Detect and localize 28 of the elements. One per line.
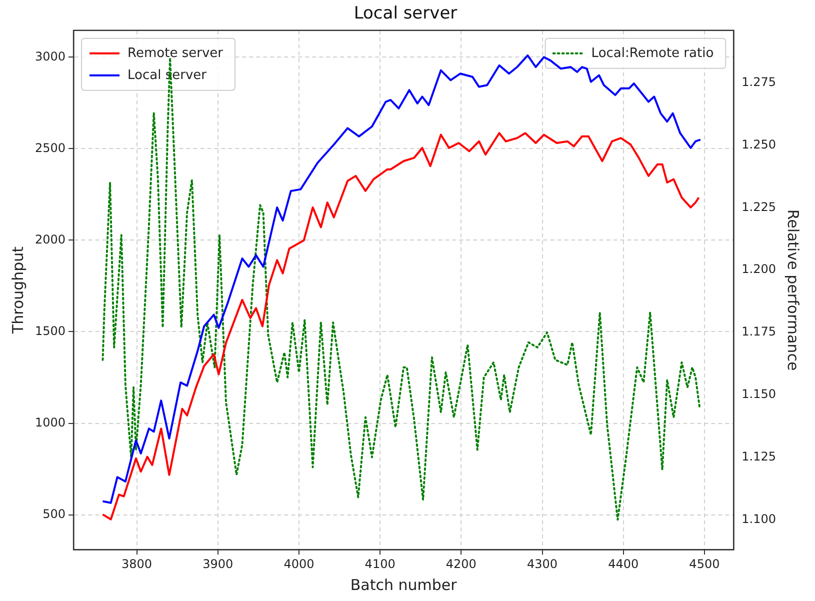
y2-axis-title: Relative performance bbox=[784, 209, 802, 371]
y2-tick-label: 1.225 bbox=[742, 200, 776, 214]
y-tick-label: 1000 bbox=[34, 415, 66, 430]
legend-label: Remote server bbox=[128, 46, 224, 61]
y2-tick-label: 1.250 bbox=[742, 137, 776, 152]
y2-tick-label: 1.100 bbox=[742, 512, 776, 526]
y-tick-label: 2000 bbox=[34, 232, 66, 246]
x-tick-label: 3800 bbox=[122, 556, 152, 571]
x-tick-label: 3900 bbox=[202, 556, 234, 571]
y2-tick-label: 1.150 bbox=[742, 386, 776, 401]
y2-tick-label: 1.125 bbox=[742, 449, 776, 464]
y2-tick-label: 1.275 bbox=[742, 74, 776, 89]
x-axis-title: Batch number bbox=[350, 576, 458, 594]
y-tick-label: 500 bbox=[42, 506, 66, 521]
x-tick-label: 4000 bbox=[284, 556, 314, 571]
y-tick-label: 1500 bbox=[34, 324, 66, 338]
y-axis-title: Throughput bbox=[8, 246, 27, 335]
legend-label: Local:Remote ratio bbox=[591, 46, 714, 61]
y2-tick-label: 1.175 bbox=[742, 324, 776, 339]
chart-title: Local server bbox=[354, 4, 458, 24]
x-tick-label: 4300 bbox=[526, 556, 558, 571]
x-tick-label: 4100 bbox=[364, 556, 396, 571]
y-tick-label: 2500 bbox=[34, 140, 66, 155]
x-tick-label: 4500 bbox=[689, 556, 720, 571]
y-tick-label: 3000 bbox=[34, 49, 66, 64]
x-tick-label: 4200 bbox=[446, 556, 476, 571]
y2-tick-label: 1.200 bbox=[742, 262, 776, 276]
x-tick-label: 4400 bbox=[608, 556, 639, 571]
